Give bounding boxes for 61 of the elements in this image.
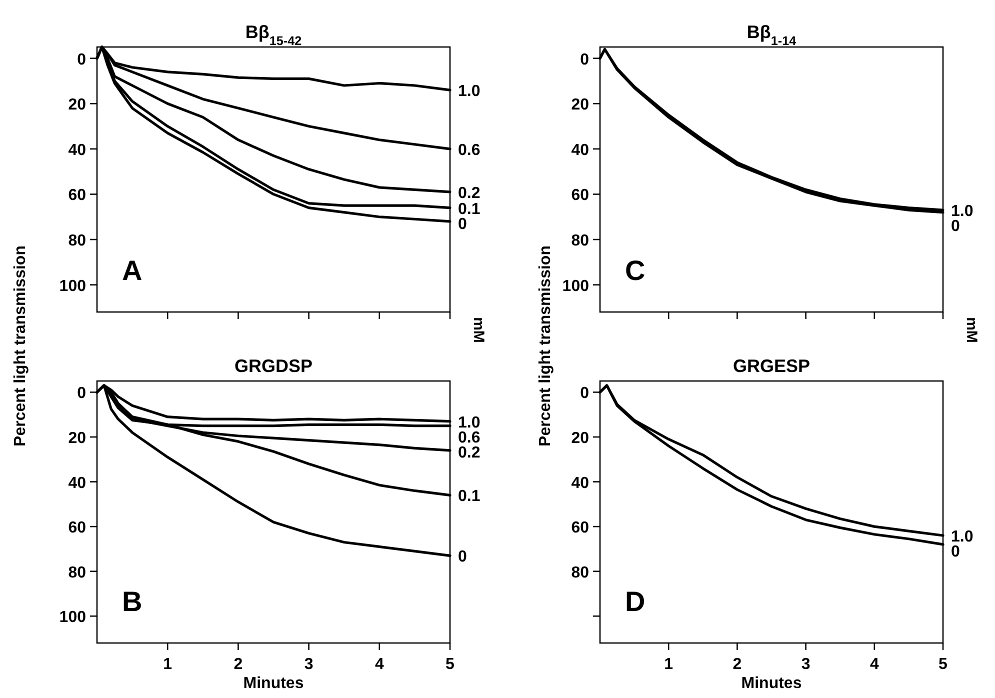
- chart-title: Bβ$_{15-42}$: [245, 22, 302, 48]
- y-tick-label: 80: [68, 232, 86, 250]
- y-tick-label: 60: [68, 187, 86, 204]
- series-label: 0: [951, 544, 960, 561]
- y-tick-label: 60: [571, 520, 590, 537]
- y-tick-label: 60: [68, 520, 86, 537]
- y-tick-label: 100: [562, 278, 590, 295]
- y-axis-title: Percent light transmission: [12, 246, 29, 446]
- series-label: 0.6: [458, 429, 480, 446]
- x-tick-label: 5: [446, 656, 455, 673]
- series-label: 0.2: [458, 184, 480, 202]
- series-label: 1.0: [458, 83, 480, 100]
- series-label: 0: [951, 218, 960, 236]
- x-tick-label: 2: [234, 656, 243, 673]
- series-label: 0.1: [458, 200, 480, 218]
- y-tick-label: 0: [580, 385, 590, 402]
- series-label: 1.0: [951, 203, 974, 220]
- y-tick-label: 0: [580, 51, 590, 68]
- x-tick-label: 2: [732, 656, 742, 673]
- x-axis-title: Minutes: [243, 675, 304, 692]
- x-tick-label: 3: [801, 656, 810, 673]
- y-tick-label: 40: [571, 474, 590, 492]
- y-tick-label: 20: [571, 430, 590, 447]
- series-label: 0.1: [458, 488, 480, 506]
- y-tick-label: 100: [59, 609, 86, 626]
- y-tick-label: 40: [68, 474, 86, 492]
- x-tick-label: 1: [664, 656, 674, 673]
- series-label: 0.6: [458, 142, 480, 159]
- series-label: 1.0: [951, 528, 974, 546]
- y-tick-label: 80: [68, 564, 86, 582]
- y-tick-label: 20: [68, 96, 86, 114]
- series-label: 0: [458, 548, 467, 566]
- y-tick-label: 80: [571, 232, 590, 250]
- chart-title: Bβ$_{1-14}$: [746, 22, 796, 48]
- chart-title: GRGESP: [732, 356, 810, 376]
- y-axis-title: Percent light transmission: [537, 246, 554, 446]
- annotation: D: [625, 586, 646, 617]
- y-tick-label: 20: [68, 430, 86, 447]
- x-tick-label: 3: [304, 656, 314, 673]
- y-tick-label: 0: [77, 51, 86, 68]
- y2-axis-title: mM: [470, 317, 487, 343]
- y-tick-label: 20: [571, 96, 590, 114]
- x-axis-title: Minutes: [741, 675, 802, 692]
- annotation: C: [625, 255, 646, 286]
- series-label: 0: [458, 216, 467, 233]
- x-tick-label: 4: [374, 656, 384, 673]
- y-tick-label: 60: [571, 187, 590, 204]
- x-tick-label: 1: [163, 656, 172, 673]
- y-tick-label: 40: [68, 142, 86, 159]
- x-tick-label: 5: [938, 656, 948, 673]
- series-label: 1.0: [458, 414, 480, 432]
- y-tick-label: 80: [571, 564, 590, 582]
- y-tick-label: 0: [77, 385, 86, 402]
- series-label: 0.2: [458, 444, 480, 462]
- y-tick-label: 40: [571, 142, 590, 159]
- annotation: B: [122, 586, 142, 617]
- x-tick-label: 4: [870, 656, 879, 673]
- y2-axis-title: mM: [963, 317, 980, 343]
- annotation: A: [122, 255, 142, 286]
- chart-title: GRGDSP: [234, 356, 313, 376]
- y-tick-label: 100: [59, 278, 86, 295]
